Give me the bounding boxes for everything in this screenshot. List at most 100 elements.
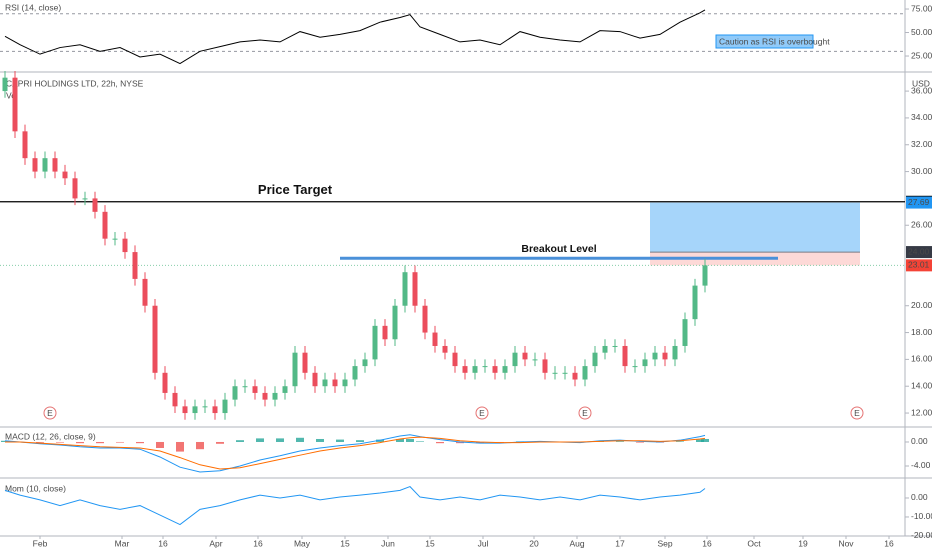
candle-body [632, 366, 638, 368]
y-tick-label: 50.00 [911, 27, 932, 37]
y-tick-label: 30.00 [911, 166, 932, 176]
histogram-bar [236, 440, 244, 442]
x-tick-label: 16 [884, 538, 894, 548]
earnings-marker [850, 406, 864, 420]
candle-body [492, 366, 498, 373]
candle-body [262, 392, 268, 400]
indicator-line [4, 486, 706, 526]
earnings-label: E [479, 408, 485, 418]
candle-body [92, 198, 98, 212]
candle-body [162, 372, 168, 393]
x-tick-label: 15 [340, 538, 350, 548]
candle-body [512, 352, 518, 367]
candle-body [642, 359, 648, 367]
histogram-bar [276, 438, 284, 442]
candle-body [2, 77, 8, 92]
rsi-title: RSI (14, close) [5, 2, 61, 12]
histogram-bar [96, 441, 104, 444]
y-tick-label: 36.00 [911, 85, 932, 95]
histogram-bar [676, 441, 684, 442]
histogram-bar [416, 441, 424, 442]
y-tick-label: -10.00 [911, 511, 932, 521]
candle-body [402, 272, 408, 306]
histogram-bar [456, 441, 464, 444]
y-tick-label: 25.00 [911, 50, 932, 60]
candle-body [312, 372, 318, 387]
candle-body [222, 399, 228, 414]
breakout-text: Breakout Level [521, 243, 596, 255]
candle-body [362, 359, 368, 367]
candle-body [612, 345, 618, 347]
candle-body [652, 352, 658, 360]
candle-body [302, 352, 308, 373]
candle-body [42, 158, 48, 172]
candle-body [32, 158, 38, 172]
candle-body [142, 278, 148, 306]
histogram-bar [616, 441, 624, 442]
x-tick-label: Jun [381, 538, 395, 548]
y-tick-label: 20.00 [911, 300, 932, 310]
earnings-label: E [854, 408, 860, 418]
candle-body [242, 386, 248, 388]
x-tick-label: 16 [158, 538, 168, 548]
histogram-bar [1, 440, 9, 442]
price-target-text: Price Target [258, 182, 333, 197]
y-tick-label: 32.00 [911, 139, 932, 149]
candle-body [522, 352, 528, 360]
price-tag [906, 246, 932, 259]
candle-body [602, 345, 608, 353]
x-tick-label: Nov [838, 538, 854, 548]
candle-body [662, 352, 668, 360]
histogram-bar [216, 441, 224, 444]
candle-body [322, 379, 328, 387]
annotation-box [715, 34, 814, 49]
candle-body [702, 265, 708, 286]
y-tick-label: 75.00 [911, 3, 932, 13]
candle-body [232, 386, 238, 400]
earnings-marker [475, 406, 489, 420]
histogram-bar [156, 441, 164, 448]
histogram-bar [636, 441, 644, 443]
histogram-bar [701, 438, 709, 442]
volume-label: Vol [6, 90, 18, 100]
price-tag-label: 24.00 [908, 246, 930, 256]
candle-body [622, 345, 628, 367]
histogram-bar [56, 441, 64, 443]
x-tick-label: Oct [747, 538, 761, 548]
x-tick-label: 16 [702, 538, 712, 548]
y-tick-label: -4.00 [911, 460, 931, 470]
histogram-bar [476, 441, 484, 444]
annotation-text: Caution as RSI is overbought [719, 36, 830, 46]
x-tick-label: 16 [253, 538, 263, 548]
y-tick-label: 0.00 [911, 492, 928, 502]
earnings-marker [43, 406, 57, 420]
candle-body [382, 325, 388, 340]
price-tag [906, 196, 932, 209]
histogram-bar [36, 441, 44, 443]
candle-body [182, 406, 188, 414]
candle-body [72, 178, 78, 199]
x-tick-label: 15 [425, 538, 435, 548]
histogram-bar [396, 438, 404, 442]
candle-body [562, 372, 568, 374]
macd-title: MACD (12, 26, close, 9) [5, 431, 96, 441]
candle-body [132, 252, 138, 279]
candle-body [352, 366, 358, 380]
candle-body [412, 272, 418, 306]
earnings-label: E [47, 408, 53, 418]
earnings-label: E [582, 408, 588, 418]
histogram-bar [406, 438, 414, 442]
x-tick-label: Feb [33, 538, 48, 548]
candle-body [342, 379, 348, 387]
earnings-marker [578, 406, 592, 420]
x-tick-label: 19 [798, 538, 808, 548]
candle-body [592, 352, 598, 367]
candle-body [572, 372, 578, 380]
candle-body [112, 238, 118, 240]
candle-body [532, 359, 538, 361]
candle-body [472, 366, 478, 373]
candle-body [212, 406, 218, 414]
histogram-bar [356, 440, 364, 442]
indicator-line [4, 9, 706, 65]
histogram-bar [136, 441, 144, 444]
